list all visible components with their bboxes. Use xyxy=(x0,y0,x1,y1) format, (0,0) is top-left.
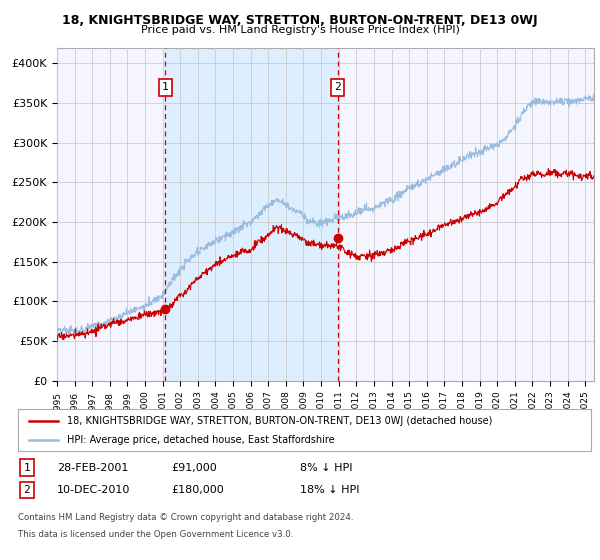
Text: 1: 1 xyxy=(162,82,169,92)
Text: Price paid vs. HM Land Registry's House Price Index (HPI): Price paid vs. HM Land Registry's House … xyxy=(140,25,460,35)
Text: 1: 1 xyxy=(23,463,31,473)
Text: 10-DEC-2010: 10-DEC-2010 xyxy=(57,485,130,495)
Text: Contains HM Land Registry data © Crown copyright and database right 2024.: Contains HM Land Registry data © Crown c… xyxy=(18,514,353,522)
Text: 2: 2 xyxy=(23,485,31,495)
Text: £91,000: £91,000 xyxy=(171,463,217,473)
Text: 18, KNIGHTSBRIDGE WAY, STRETTON, BURTON-ON-TRENT, DE13 0WJ: 18, KNIGHTSBRIDGE WAY, STRETTON, BURTON-… xyxy=(62,14,538,27)
Text: £180,000: £180,000 xyxy=(171,485,224,495)
Text: HPI: Average price, detached house, East Staffordshire: HPI: Average price, detached house, East… xyxy=(67,435,334,445)
Text: 28-FEB-2001: 28-FEB-2001 xyxy=(57,463,128,473)
Text: This data is licensed under the Open Government Licence v3.0.: This data is licensed under the Open Gov… xyxy=(18,530,293,539)
Bar xyxy=(166,48,338,381)
Text: 18, KNIGHTSBRIDGE WAY, STRETTON, BURTON-ON-TRENT, DE13 0WJ (detached house): 18, KNIGHTSBRIDGE WAY, STRETTON, BURTON-… xyxy=(67,416,492,426)
Text: 18% ↓ HPI: 18% ↓ HPI xyxy=(300,485,359,495)
Text: 2: 2 xyxy=(334,82,341,92)
Text: 8% ↓ HPI: 8% ↓ HPI xyxy=(300,463,353,473)
